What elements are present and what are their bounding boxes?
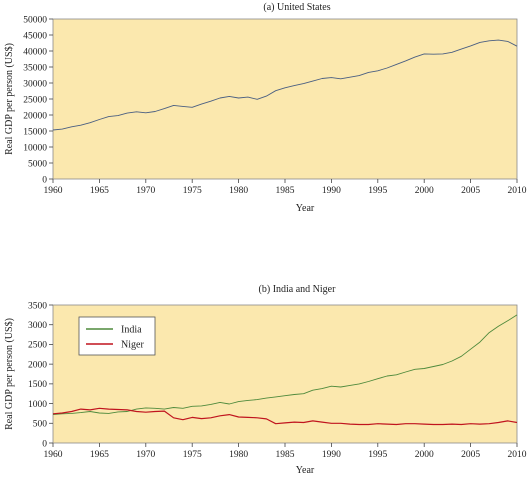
chart-india-niger: (b) India and Niger 0 500 1000 1500 2000 2500 3… bbox=[4, 284, 527, 476]
x-tick-label: 1990 bbox=[322, 450, 341, 460]
y-tick-label: 5000 bbox=[28, 159, 47, 169]
x-tick-label: 1960 bbox=[44, 450, 63, 460]
y-tick-label: 10000 bbox=[23, 143, 47, 153]
legend-label-niger: Niger bbox=[121, 340, 144, 351]
x-tick-label: 1975 bbox=[183, 450, 202, 460]
y-tick-label: 3500 bbox=[28, 301, 47, 311]
y-tick-label: 1500 bbox=[28, 380, 47, 390]
chart-united-states: (a) United States 0 5000 10000 15000 20000 250… bbox=[4, 2, 527, 214]
x-tick-label: 1980 bbox=[229, 186, 248, 196]
x-tick-label: 1960 bbox=[44, 186, 63, 196]
x-tick-label: 1990 bbox=[322, 186, 341, 196]
x-tick-label: 1975 bbox=[183, 186, 202, 196]
y-tick-label: 50000 bbox=[23, 15, 47, 25]
series-line-united-states bbox=[52, 39, 518, 131]
chart-title: (b) India and Niger bbox=[259, 284, 337, 295]
y-tick-label: 2500 bbox=[28, 341, 47, 351]
y-tick-label: 0 bbox=[42, 175, 47, 185]
x-tick-label: 2000 bbox=[415, 186, 434, 196]
x-tick-label: 2010 bbox=[508, 450, 527, 460]
y-tick-label: 25000 bbox=[23, 95, 47, 105]
y-tick-label: 20000 bbox=[23, 111, 47, 121]
y-axis-label: Real GDP per person (US$) bbox=[4, 43, 15, 155]
y-tick-label: 0 bbox=[42, 439, 47, 449]
y-axis-label: Real GDP per person (US$) bbox=[4, 318, 15, 430]
x-tick-label: 1995 bbox=[368, 186, 387, 196]
x-tick-label: 1965 bbox=[90, 450, 109, 460]
x-tick-label: 1965 bbox=[90, 186, 109, 196]
y-tick-label: 2000 bbox=[28, 360, 47, 370]
plot-area bbox=[52, 18, 518, 180]
x-tick-label: 2010 bbox=[508, 186, 527, 196]
x-axis-label: Year bbox=[296, 203, 315, 214]
x-tick-label: 1985 bbox=[276, 186, 295, 196]
y-tick-label: 30000 bbox=[23, 79, 47, 89]
x-tick-label: 1995 bbox=[368, 450, 387, 460]
y-tick-label: 3000 bbox=[28, 321, 47, 331]
series-line-niger bbox=[52, 407, 518, 426]
legend-box bbox=[78, 316, 156, 356]
y-tick-label: 15000 bbox=[23, 127, 47, 137]
x-tick-label: 1970 bbox=[136, 450, 155, 460]
y-tick-label: 35000 bbox=[23, 63, 47, 73]
y-tick-label: 1000 bbox=[28, 400, 47, 410]
x-tick-label: 1985 bbox=[276, 450, 295, 460]
y-tick-label: 500 bbox=[33, 420, 48, 430]
y-tick-label: 40000 bbox=[23, 47, 47, 57]
chart-title: (a) United States bbox=[263, 2, 330, 13]
x-tick-label: 1980 bbox=[229, 450, 248, 460]
x-tick-label: 2005 bbox=[461, 450, 480, 460]
x-tick-label: 2005 bbox=[461, 186, 480, 196]
y-tick-label: 45000 bbox=[23, 31, 47, 41]
legend-label-india: India bbox=[121, 325, 142, 336]
x-tick-label: 2000 bbox=[415, 450, 434, 460]
x-tick-label: 1970 bbox=[136, 186, 155, 196]
x-axis-label: Year bbox=[296, 465, 315, 476]
